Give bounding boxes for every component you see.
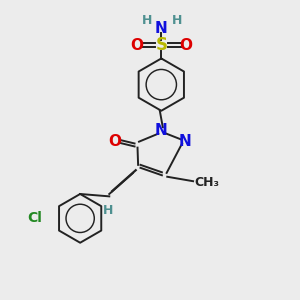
Text: O: O [179, 38, 193, 53]
Text: N: N [179, 134, 191, 148]
Text: Cl: Cl [27, 212, 42, 225]
Text: O: O [130, 38, 143, 53]
Text: S: S [155, 36, 167, 54]
Text: CH₃: CH₃ [195, 176, 220, 189]
Text: O: O [108, 134, 121, 148]
Text: H: H [103, 203, 113, 217]
Text: N: N [155, 21, 168, 36]
Text: H: H [172, 14, 182, 27]
Text: N: N [155, 123, 168, 138]
Text: H: H [142, 14, 152, 27]
